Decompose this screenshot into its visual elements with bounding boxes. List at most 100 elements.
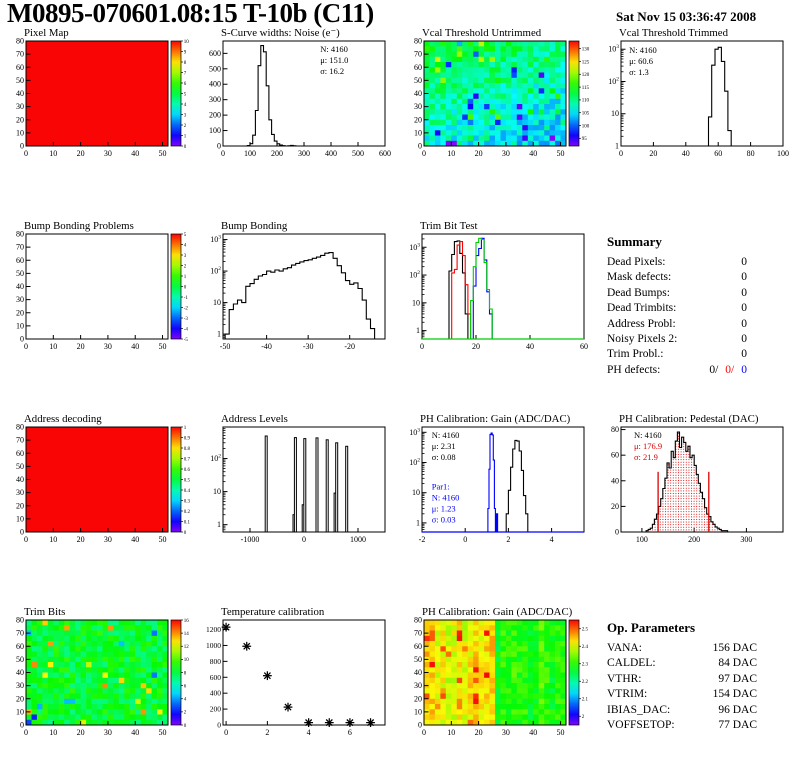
- svg-text:200: 200: [688, 535, 700, 544]
- svg-text:300: 300: [298, 149, 310, 158]
- svg-text:6: 6: [184, 684, 187, 689]
- svg-text:1: 1: [184, 426, 187, 431]
- svg-text:30: 30: [414, 681, 422, 690]
- svg-text:20: 20: [16, 694, 24, 703]
- svg-text:1: 1: [184, 134, 187, 139]
- svg-text:70: 70: [414, 629, 422, 638]
- svg-text:8: 8: [184, 671, 187, 676]
- svg-text:60: 60: [16, 449, 24, 458]
- svg-text:70: 70: [16, 50, 24, 59]
- plot-vcal-trimmed: 0 20 40 60 80 100 1 10 102 103 N: 4160 μ: 60.6 σ: 1.…: [597, 26, 796, 178]
- svg-text:2.2: 2.2: [582, 680, 589, 685]
- svg-text:0.4: 0.4: [184, 489, 191, 494]
- svg-text:50: 50: [414, 76, 422, 85]
- svg-text:20: 20: [649, 149, 657, 158]
- svg-text:100: 100: [777, 149, 789, 158]
- svg-text:2: 2: [184, 124, 187, 129]
- svg-text:0: 0: [184, 531, 187, 536]
- svg-text:2.4: 2.4: [582, 645, 589, 650]
- svg-text:PH Calibration: Pedestal (DAC): PH Calibration: Pedestal (DAC): [619, 413, 759, 425]
- svg-text:400: 400: [210, 689, 222, 698]
- param-row: Trim Probl.: 0: [607, 347, 747, 362]
- svg-text:102: 102: [409, 270, 420, 280]
- svg-text:50: 50: [159, 535, 167, 544]
- ph-defects-row: PH defects: 0/0/0: [607, 363, 747, 378]
- svg-text:10: 10: [447, 728, 455, 737]
- plot-bump-problems: 5 4 3 2 1 0 -1 -2 -3 -4 -5 0 10 20 30 40 50 0 10 20 30 40 50 60…: [0, 219, 199, 371]
- svg-text:20: 20: [77, 728, 85, 737]
- svg-text:30: 30: [16, 488, 24, 497]
- svg-text:N: 4160: N: 4160: [629, 45, 657, 55]
- svg-text:0: 0: [24, 728, 28, 737]
- summary-rows: Dead Pixels: 0 Mask defects: 0 Dead Bumps: 0 D…: [597, 255, 796, 378]
- svg-text:Trim Bits: Trim Bits: [24, 606, 65, 618]
- param-row: Dead Trimbits: 0: [607, 301, 747, 316]
- svg-text:1: 1: [184, 275, 187, 280]
- svg-text:50: 50: [557, 149, 565, 158]
- plot-trim-bit-test: 0 20 40 60 1 10 102 103 Trim Bit Test: [398, 219, 597, 371]
- param-value: 156 DAC: [712, 642, 757, 654]
- svg-text:10: 10: [611, 109, 619, 118]
- svg-text:40: 40: [611, 476, 619, 485]
- svg-text:1000: 1000: [206, 641, 221, 650]
- svg-text:2: 2: [265, 728, 269, 737]
- svg-text:0: 0: [24, 149, 28, 158]
- svg-text:10: 10: [414, 128, 422, 137]
- svg-text:4: 4: [307, 728, 311, 737]
- param-row: Mask defects: 0: [607, 270, 747, 285]
- svg-text:60: 60: [580, 342, 588, 351]
- svg-text:8: 8: [184, 61, 187, 66]
- svg-text:50: 50: [557, 728, 565, 737]
- svg-text:N: 4160: N: 4160: [634, 430, 662, 440]
- svg-text:1: 1: [217, 330, 221, 339]
- svg-text:10: 10: [16, 321, 24, 330]
- param-label: VOFFSETOP:: [607, 719, 675, 732]
- param-row: VOFFSETOP: 77 DAC: [607, 718, 757, 733]
- svg-text:2: 2: [184, 264, 187, 269]
- svg-text:σ: 0.03: σ: 0.03: [432, 515, 456, 525]
- svg-text:0: 0: [615, 528, 619, 537]
- svg-text:4: 4: [550, 535, 554, 544]
- plot-ph-gain-hist: -2 0 2 4 1 10 102 103 N: 4160 μ: 2.31 σ: 0.08 Par1:…: [398, 412, 597, 564]
- page-title: M0895-070601.08:15 T-10b (C11): [7, 0, 374, 28]
- svg-text:20: 20: [77, 149, 85, 158]
- svg-text:500: 500: [352, 149, 364, 158]
- svg-text:10: 10: [184, 40, 190, 45]
- svg-text:60: 60: [16, 642, 24, 651]
- svg-text:10: 10: [213, 298, 221, 307]
- svg-text:2: 2: [582, 715, 585, 720]
- param-value: 154 DAC: [712, 688, 757, 701]
- svg-text:7: 7: [184, 71, 187, 76]
- svg-text:120: 120: [582, 73, 590, 78]
- svg-text:50: 50: [414, 655, 422, 664]
- svg-text:20: 20: [611, 502, 619, 511]
- svg-text:100: 100: [209, 126, 221, 135]
- svg-text:-4: -4: [184, 327, 189, 332]
- svg-text:0.5: 0.5: [184, 478, 191, 483]
- svg-text:0: 0: [463, 535, 467, 544]
- param-row: Noisy Pixels 2: 0: [607, 332, 747, 347]
- svg-text:σ: 16.2: σ: 16.2: [320, 66, 344, 76]
- plot-temp-calib: 0 2 4 6 0 200 400 600 800 1000 1200 Temperature cal…: [199, 605, 398, 757]
- svg-text:Address decoding: Address decoding: [24, 413, 102, 425]
- param-label: IBIAS_DAC:: [607, 703, 671, 716]
- svg-text:μ: 176.9: μ: 176.9: [634, 441, 662, 451]
- svg-text:102: 102: [210, 454, 221, 464]
- svg-text:0: 0: [619, 149, 623, 158]
- svg-text:2: 2: [184, 711, 187, 716]
- svg-text:6: 6: [184, 82, 187, 87]
- svg-text:Vcal Threshold Trimmed: Vcal Threshold Trimmed: [619, 27, 729, 39]
- svg-text:0.3: 0.3: [184, 499, 191, 504]
- svg-text:50: 50: [159, 728, 167, 737]
- svg-text:40: 40: [682, 149, 690, 158]
- svg-text:20: 20: [414, 694, 422, 703]
- svg-text:125: 125: [582, 60, 590, 65]
- svg-text:0: 0: [302, 535, 306, 544]
- svg-text:30: 30: [16, 102, 24, 111]
- svg-text:10: 10: [16, 707, 24, 716]
- svg-text:30: 30: [16, 295, 24, 304]
- svg-text:80: 80: [16, 230, 24, 239]
- svg-text:μ: 151.0: μ: 151.0: [320, 55, 348, 65]
- param-label: Mask defects:: [607, 271, 672, 284]
- param-label: Noisy Pixels 2:: [607, 333, 678, 346]
